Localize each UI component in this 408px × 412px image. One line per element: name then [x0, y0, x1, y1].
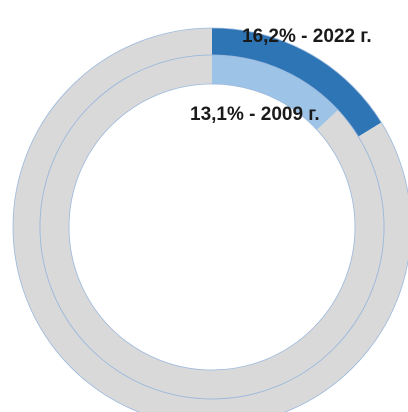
ring-2009-slice-0 [212, 55, 339, 130]
rings-group [12, 27, 408, 412]
ring-2009-edge-ri [68, 83, 356, 371]
ring-2009-edge-ro [39, 54, 385, 400]
outer-ring-label: 16,2% - 2022 г. [242, 26, 372, 47]
ring-2022-edge-ro [12, 27, 408, 412]
inner-ring-label: 13,1% - 2009 г. [190, 104, 320, 125]
ring-2022-slice-0 [212, 28, 382, 137]
